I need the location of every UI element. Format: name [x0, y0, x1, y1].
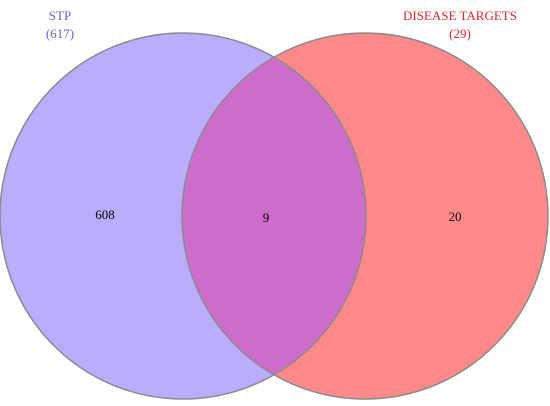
- region-count: 9: [263, 210, 270, 225]
- set-count: (617): [46, 26, 74, 41]
- set-outline-right: [181, 32, 549, 400]
- set-outline-left: [0, 32, 367, 400]
- region-count: 608: [95, 207, 115, 222]
- set-name: DISEASE TARGETS: [403, 8, 517, 23]
- intersection-region: [182, 33, 366, 399]
- set-count: (29): [449, 26, 471, 41]
- region-count: 20: [449, 209, 462, 224]
- set-name: STP: [49, 8, 71, 23]
